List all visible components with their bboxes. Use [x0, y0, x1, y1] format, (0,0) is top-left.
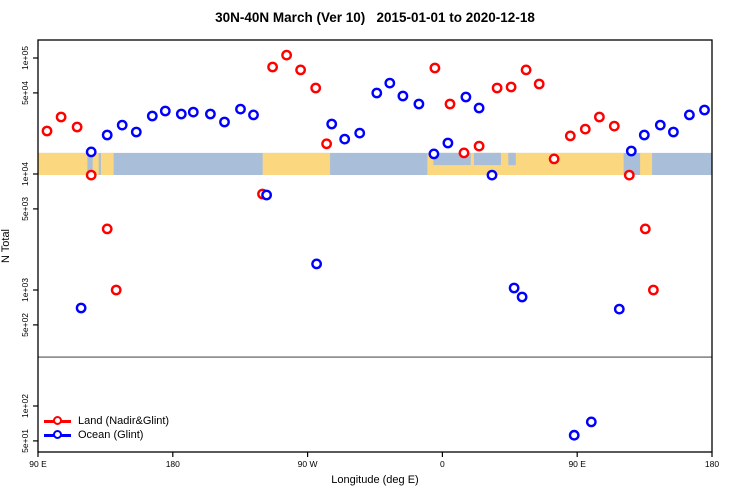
land-data-point [648, 284, 659, 296]
x-tick-label: 90 E [568, 459, 586, 469]
ocean-data-point [668, 126, 679, 138]
ocean-data-point [261, 189, 272, 201]
land-data-point [579, 123, 591, 135]
ocean-data-point [486, 169, 498, 181]
ocean-data-point [339, 133, 351, 145]
y-tick-label: 5e+01 [20, 429, 30, 453]
ocean-data-point [638, 129, 650, 141]
ocean-data-point [428, 148, 440, 160]
ocean-data-point [204, 108, 216, 120]
land-data-point [639, 223, 651, 235]
ocean-data-point [326, 118, 338, 130]
land-data-point [473, 140, 485, 152]
land-data-point [429, 62, 441, 74]
legend-item-land: Land (Nadir&Glint) [44, 414, 169, 428]
x-tick-label: 180 [705, 459, 719, 469]
ocean-data-point [219, 116, 230, 128]
ocean-data-point [473, 102, 485, 114]
y-tick-label: 5e+03 [20, 197, 30, 221]
land-data-point [491, 82, 503, 94]
land-data-point [458, 147, 470, 159]
land-data-point [71, 121, 83, 133]
land-data-point [295, 64, 306, 76]
legend-item-ocean: Ocean (Glint) [44, 428, 169, 442]
ocean-data-point [625, 145, 637, 157]
y-tick-label: 1e+04 [20, 162, 30, 186]
ocean-data-point [311, 258, 322, 270]
land-data-point [267, 61, 278, 73]
ocean-marker-icon [44, 430, 71, 440]
ocean-data-point [175, 108, 187, 120]
ocean-data-point [508, 282, 520, 294]
land-data-point [533, 78, 545, 90]
ocean-data-point [130, 126, 142, 138]
map-band-land [640, 152, 653, 175]
legend-label-ocean: Ocean (Glint) [78, 429, 144, 441]
ocean-data-point [397, 90, 409, 102]
ocean-data-point [101, 129, 113, 141]
ocean-data-point [516, 291, 528, 303]
y-tick-label: 5e+02 [20, 313, 30, 337]
map-band-land [38, 152, 88, 175]
land-data-point [505, 81, 517, 93]
ocean-data-point [684, 109, 695, 121]
ocean-data-point [413, 98, 425, 110]
ocean-data-point [354, 127, 366, 139]
legend-label-land: Land (Nadir&Glint) [78, 415, 170, 427]
land-data-point [623, 169, 635, 181]
ocean-data-point [159, 105, 171, 117]
legend: Land (Nadir&Glint) Ocean (Glint) [44, 414, 169, 442]
map-band-land [262, 152, 331, 175]
map-band-land [100, 152, 114, 175]
land-data-point [608, 120, 620, 132]
land-data-point [281, 49, 292, 61]
plot-frame [37, 39, 713, 453]
land-data-point [594, 111, 605, 123]
ocean-data-point [568, 429, 580, 441]
land-data-point [55, 111, 67, 123]
land-data-point [85, 169, 97, 181]
map-band-sea-patch [508, 152, 516, 166]
x-axis-title: Longitude (deg E) [331, 474, 419, 486]
y-tick-label: 5e+04 [20, 81, 30, 105]
land-data-point [444, 98, 456, 110]
page-title: 30N-40N March (Ver 10) 2015-01-01 to 202… [215, 10, 535, 25]
land-data-point [564, 130, 576, 142]
map-band-sea-patch [473, 152, 501, 166]
y-tick-label: 1e+03 [20, 278, 30, 302]
x-tick-label: 180 [166, 459, 180, 469]
ocean-data-point [248, 109, 259, 121]
x-tick-label: 90 W [298, 459, 318, 469]
land-data-point [548, 153, 560, 165]
ocean-data-point [460, 91, 472, 103]
x-tick-label: 0 [440, 459, 445, 469]
ocean-data-point [613, 303, 625, 315]
ocean-data-point [187, 106, 199, 118]
y-tick-label: 1e+02 [20, 394, 30, 418]
ocean-data-point [85, 146, 97, 158]
y-tick-label: 1e+05 [20, 46, 30, 70]
land-data-point [310, 82, 322, 94]
land-marker-icon [44, 416, 71, 426]
ocean-data-point [146, 110, 158, 122]
ocean-data-point [75, 302, 87, 314]
land-data-point [520, 64, 532, 76]
ocean-data-point [384, 77, 396, 89]
land-data-point [321, 138, 332, 150]
ocean-data-point [585, 416, 597, 428]
land-data-point [110, 284, 122, 296]
ocean-data-point [116, 119, 128, 131]
map-band-land [92, 152, 99, 175]
x-tick-label: 90 E [29, 459, 47, 469]
ocean-data-point [442, 137, 454, 149]
land-data-point [101, 223, 113, 235]
land-data-point [41, 125, 53, 137]
ocean-data-point [699, 104, 710, 116]
ocean-data-point [235, 103, 246, 115]
ocean-data-point [371, 87, 383, 99]
ocean-data-point [654, 119, 666, 131]
